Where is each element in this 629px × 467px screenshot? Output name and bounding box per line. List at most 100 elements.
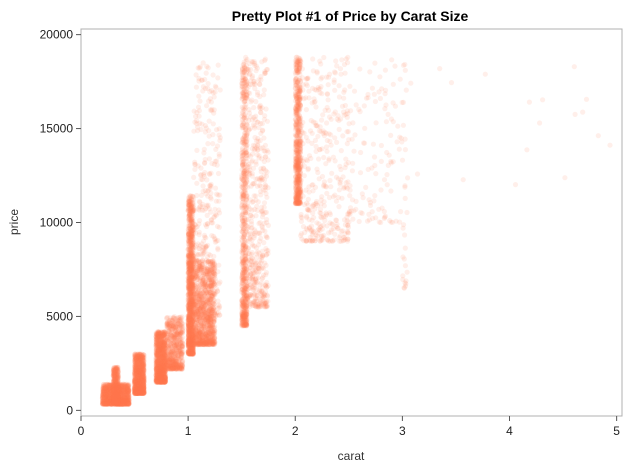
data-point (109, 398, 115, 404)
data-point (116, 384, 122, 390)
data-point (121, 393, 127, 399)
data-point (121, 397, 127, 403)
data-point (110, 401, 116, 407)
data-point (108, 387, 114, 393)
data-point (124, 389, 130, 395)
data-point (105, 384, 111, 390)
data-point (121, 387, 127, 393)
data-point (114, 401, 120, 407)
data-point (118, 389, 124, 395)
data-point (117, 395, 123, 401)
data-point (154, 361, 160, 367)
data-point (118, 401, 124, 407)
data-point (121, 399, 127, 405)
data-point (113, 383, 119, 389)
data-point (154, 340, 160, 346)
data-point (115, 399, 121, 406)
data-point (107, 400, 113, 406)
data-point (133, 361, 139, 367)
data-point (101, 396, 107, 403)
data-point (108, 398, 114, 404)
data-point (121, 396, 127, 402)
data-point (112, 395, 118, 401)
data-point (103, 390, 109, 397)
data-point (166, 332, 172, 339)
data-point (118, 390, 124, 397)
data-point (109, 398, 115, 404)
data-point (162, 375, 168, 381)
data-point (121, 398, 127, 404)
data-point (111, 401, 117, 407)
data-point (154, 334, 160, 340)
data-point (113, 385, 120, 391)
data-point (111, 401, 117, 407)
data-point (120, 385, 126, 391)
data-point (124, 398, 130, 404)
data-point (111, 385, 117, 391)
data-point (104, 401, 110, 407)
data-point (126, 401, 132, 407)
data-point (119, 401, 126, 407)
data-point (103, 386, 109, 392)
data-point (113, 381, 119, 387)
data-point (111, 396, 117, 402)
data-point (109, 401, 115, 407)
data-point (118, 396, 124, 402)
data-point (102, 400, 108, 406)
data-point (115, 401, 122, 407)
data-point (107, 392, 113, 398)
data-point (118, 382, 124, 389)
data-point (106, 400, 112, 406)
data-point (105, 395, 111, 401)
data-point (100, 400, 106, 406)
data-point (121, 398, 127, 404)
data-point (117, 387, 123, 394)
data-point (109, 382, 115, 388)
data-point (107, 386, 113, 393)
data-point (115, 396, 121, 402)
data-point (102, 398, 108, 405)
data-point (124, 384, 130, 390)
data-point (138, 385, 144, 391)
data-point (107, 387, 113, 393)
data-point (109, 391, 115, 397)
data-point (121, 386, 127, 392)
data-point (100, 386, 106, 392)
data-point (117, 392, 123, 398)
data-point (108, 388, 114, 394)
data-point (119, 386, 125, 392)
data-point (102, 385, 108, 391)
data-point (169, 348, 175, 354)
data-point (100, 391, 106, 397)
data-point (115, 400, 122, 406)
data-point (125, 394, 131, 400)
data-point (123, 392, 129, 398)
data-point (115, 398, 121, 404)
data-point (105, 397, 111, 403)
data-point (119, 395, 125, 401)
data-point (103, 400, 109, 406)
data-point (125, 400, 131, 406)
data-point (120, 390, 126, 396)
data-points (99, 54, 613, 407)
data-point (112, 375, 118, 381)
data-point (113, 389, 119, 395)
data-point (118, 400, 124, 406)
data-point (125, 395, 132, 401)
data-point (111, 396, 117, 402)
data-point (174, 364, 180, 370)
data-point (103, 395, 109, 401)
data-point (100, 397, 106, 403)
data-point (123, 389, 130, 395)
data-point (109, 395, 115, 401)
data-point (115, 397, 121, 404)
data-point (108, 400, 114, 407)
data-point (117, 386, 123, 392)
data-point (153, 373, 159, 379)
data-point (116, 396, 122, 403)
data-point (110, 383, 116, 389)
data-point (118, 390, 124, 396)
data-point (116, 396, 122, 402)
